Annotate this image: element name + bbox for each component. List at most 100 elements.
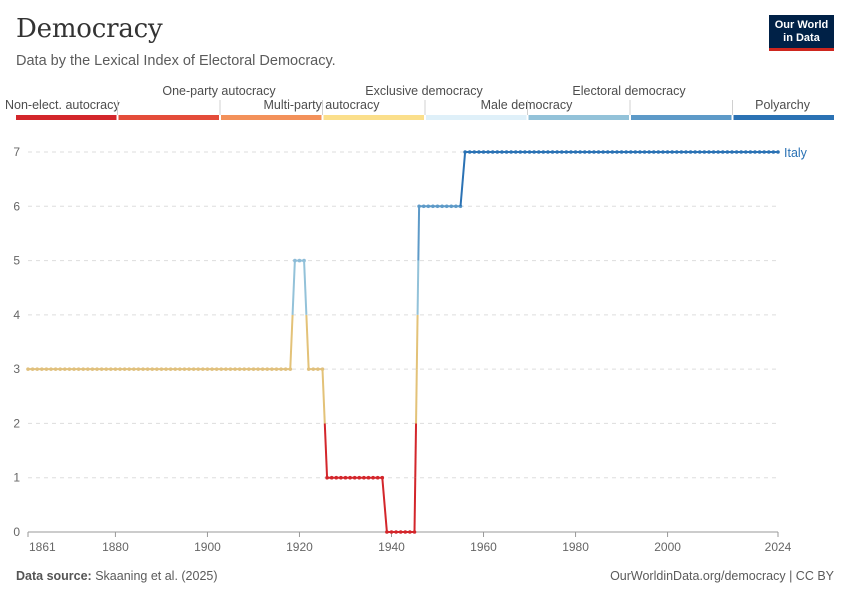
data-point [398, 530, 403, 534]
series-lines: Italy [26, 146, 808, 534]
data-point [697, 150, 702, 154]
data-point [109, 367, 113, 371]
data-point [513, 150, 518, 154]
data-point [81, 367, 86, 371]
data-point [357, 475, 362, 480]
legend-label: Non-elect. autocracy [5, 98, 120, 112]
data-point [757, 150, 762, 154]
data-point [297, 258, 302, 263]
legend-swatch [221, 115, 322, 120]
data-point [366, 475, 371, 480]
x-tick-label: 1900 [194, 540, 221, 554]
series-label: Italy [784, 146, 808, 160]
data-point [283, 367, 288, 371]
data-point [578, 150, 582, 154]
data-point [237, 367, 242, 371]
x-tick-label: 1980 [562, 540, 589, 554]
data-point [394, 530, 398, 534]
data-point [481, 150, 486, 154]
data-point [251, 367, 256, 371]
series-connector [305, 314, 310, 370]
x-tick-label: 2024 [765, 540, 792, 554]
data-point [408, 530, 412, 534]
series-connector [289, 314, 294, 370]
data-point [739, 150, 743, 154]
data-point [449, 204, 454, 209]
data-point [329, 475, 334, 480]
data-point [463, 150, 467, 154]
data-point [145, 367, 150, 371]
data-point [596, 150, 601, 154]
data-point [95, 367, 99, 371]
data-point [339, 475, 343, 480]
data-point [182, 367, 187, 371]
data-point [136, 367, 141, 371]
x-tick-label: 2000 [654, 540, 681, 554]
data-point [228, 367, 233, 371]
series-connector [303, 260, 308, 315]
data-point [256, 367, 260, 371]
data-point [661, 150, 665, 154]
data-point [762, 150, 766, 154]
data-point [610, 150, 615, 154]
data-point [293, 258, 297, 263]
data-point [490, 150, 495, 154]
data-point [587, 150, 592, 154]
grid-lines [28, 151, 778, 479]
data-source: Data source: Skaaning et al. (2025) [16, 569, 218, 583]
data-point [707, 150, 711, 154]
data-point [435, 204, 440, 209]
data-point [720, 150, 725, 154]
data-point [753, 150, 757, 154]
data-point [316, 367, 320, 371]
data-point [132, 367, 136, 371]
data-point [541, 150, 546, 154]
data-point [348, 475, 352, 480]
data-point [656, 150, 661, 154]
data-point [486, 150, 490, 154]
data-point [150, 367, 155, 371]
data-point [688, 150, 693, 154]
data-point [403, 530, 408, 534]
series-connector [321, 369, 326, 424]
data-point [573, 150, 578, 154]
series-connector [291, 260, 296, 315]
data-point [467, 150, 472, 154]
y-tick-label: 1 [13, 471, 20, 485]
data-point [49, 367, 53, 371]
data-point [242, 367, 247, 371]
data-point [454, 204, 458, 209]
y-tick-label: 2 [13, 416, 20, 430]
credit-link[interactable]: OurWorldinData.org/democracy | CC BY [610, 569, 834, 583]
data-point [495, 150, 500, 154]
data-point [270, 367, 274, 371]
data-point [334, 475, 339, 480]
data-point [53, 367, 58, 371]
data-point [670, 150, 674, 154]
legend-label: Polyarchy [755, 98, 811, 112]
legend-label: Exclusive democracy [365, 84, 483, 98]
data-point [178, 367, 182, 371]
data-point [748, 150, 753, 154]
owid-logo[interactable]: Our World in Data [769, 15, 834, 51]
series-connector [414, 423, 418, 478]
data-point [30, 367, 35, 371]
legend-label: Electoral democracy [572, 84, 686, 98]
y-tick-label: 6 [13, 199, 20, 213]
data-point [509, 150, 513, 154]
data-point [444, 204, 449, 209]
series-connector [413, 477, 417, 533]
data-source-value[interactable]: Skaaning et al. (2025) [95, 569, 218, 583]
data-point [426, 204, 431, 209]
data-point [550, 150, 555, 154]
data-point [431, 204, 435, 209]
data-point [559, 150, 564, 154]
data-point [417, 204, 421, 209]
data-point [582, 150, 587, 154]
data-point [628, 150, 633, 154]
data-point [247, 367, 251, 371]
data-point [210, 367, 214, 371]
data-point [196, 367, 201, 371]
data-point [159, 367, 164, 371]
data-point [265, 367, 270, 371]
